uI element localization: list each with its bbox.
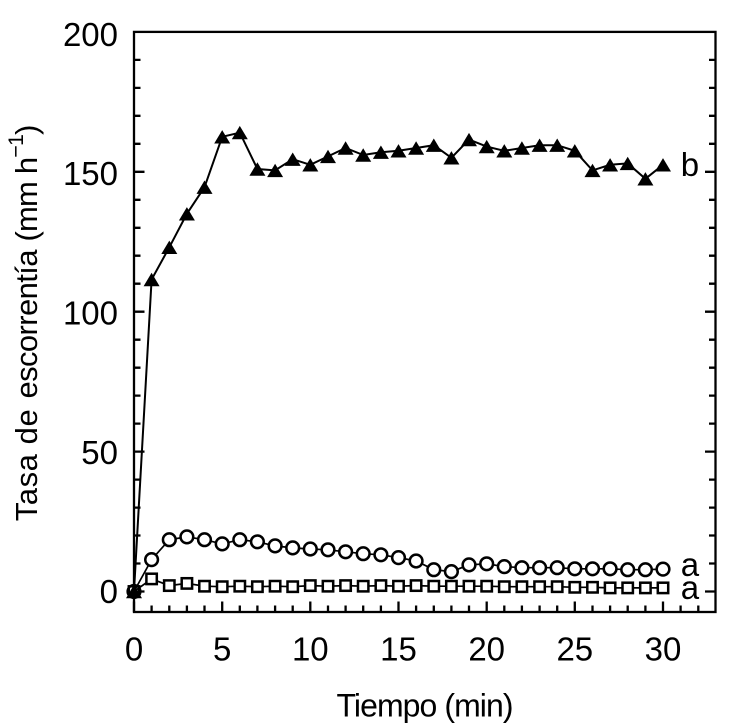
svg-text:200: 200: [63, 16, 118, 53]
svg-text:5: 5: [213, 631, 231, 668]
svg-text:a: a: [681, 569, 700, 606]
svg-text:0: 0: [125, 631, 143, 668]
svg-text:30: 30: [645, 631, 682, 668]
svg-text:100: 100: [63, 295, 118, 332]
svg-text:b: b: [681, 146, 699, 183]
svg-text:Tasa de: Tasa de: [9, 409, 44, 521]
svg-text:0: 0: [100, 573, 118, 610]
svg-text:10: 10: [292, 631, 329, 668]
svg-text:a: a: [681, 546, 700, 583]
svg-text:25: 25: [556, 631, 593, 668]
svg-text:escorrentía: escorrentía: [9, 249, 44, 399]
svg-text:150: 150: [63, 155, 118, 192]
svg-text:15: 15: [380, 631, 417, 668]
svg-text:50: 50: [81, 434, 118, 471]
svg-text:20: 20: [468, 631, 505, 668]
svg-text:Tiempo (min): Tiempo (min): [337, 688, 514, 724]
